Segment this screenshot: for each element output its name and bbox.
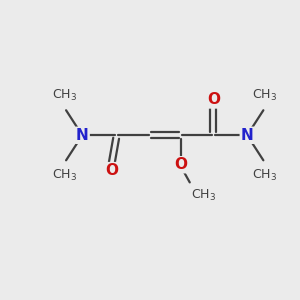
Text: CH$_3$: CH$_3$ xyxy=(252,168,278,183)
Text: O: O xyxy=(174,157,188,172)
Text: O: O xyxy=(207,92,220,107)
Text: N: N xyxy=(241,128,253,143)
Text: CH$_3$: CH$_3$ xyxy=(52,88,77,103)
Text: CH$_3$: CH$_3$ xyxy=(52,168,77,183)
Text: CH$_3$: CH$_3$ xyxy=(191,188,216,203)
Text: O: O xyxy=(105,163,118,178)
Text: CH$_3$: CH$_3$ xyxy=(252,88,278,103)
Text: N: N xyxy=(76,128,89,143)
